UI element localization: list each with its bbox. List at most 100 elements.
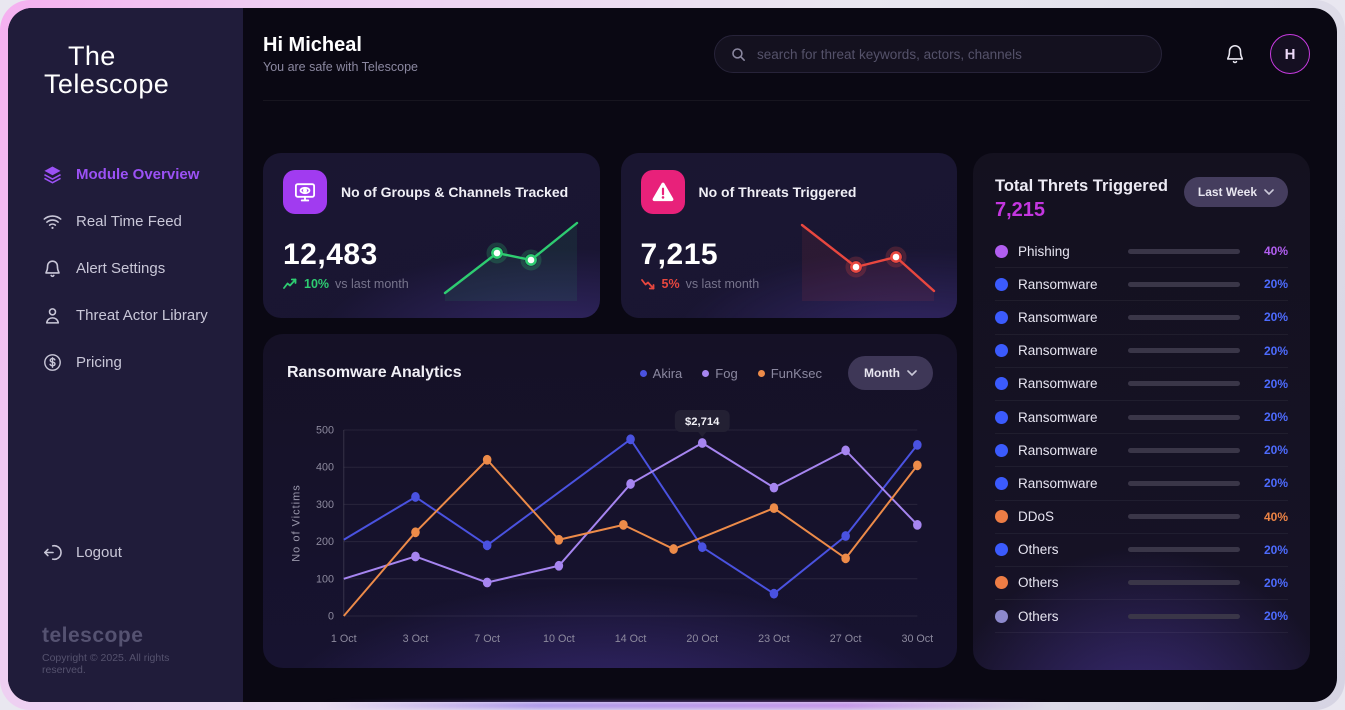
trend-down-icon [640, 279, 654, 290]
sidebar-item-alert-settings[interactable]: Alert Settings [8, 245, 243, 292]
greeting: Hi Micheal [263, 34, 362, 56]
threat-percent: 40% [1263, 244, 1288, 259]
threat-label: Others [1018, 542, 1059, 558]
avatar[interactable]: H [1270, 34, 1310, 74]
logout-button[interactable]: Logout [8, 529, 243, 576]
logo-line2: Telescope [44, 69, 170, 100]
threat-row-ddos[interactable]: DDoS 40% [995, 501, 1288, 534]
threat-row-others[interactable]: Others 20% [995, 534, 1288, 567]
sidebar-item-label: Alert Settings [76, 259, 166, 277]
svg-text:No of Victims: No of Victims [291, 484, 303, 562]
svg-text:14 Oct: 14 Oct [615, 633, 647, 645]
alert-triangle-icon [640, 170, 685, 214]
legend-item-fog[interactable]: Fog [702, 365, 738, 381]
sidebar-item-real-time-feed[interactable]: Real Time Feed [8, 198, 243, 245]
logout-icon [42, 542, 63, 563]
delta-percent: 10% [304, 277, 330, 291]
svg-text:$2,714: $2,714 [685, 416, 720, 428]
sidebar-item-threat-actor-library[interactable]: Threat Actor Library [8, 292, 243, 339]
threat-row-ransomware[interactable]: Ransomware 20% [995, 434, 1288, 468]
threat-row-phishing[interactable]: Phishing 40% [995, 235, 1288, 269]
threat-progress-bar [1128, 580, 1240, 586]
stat-cards-row: No of Groups & Channels Tracked 12,483 1… [263, 153, 957, 318]
chevron-down-icon [907, 370, 917, 376]
footer-brand: telescope [42, 624, 144, 647]
legend-item-funksec[interactable]: FunKsec [757, 365, 823, 381]
threat-progress-bar [1128, 480, 1240, 486]
threat-label: Phishing [1018, 243, 1070, 259]
threat-label: Ransomware [1018, 276, 1098, 292]
svg-text:20 Oct: 20 Oct [686, 633, 718, 645]
notifications-button[interactable] [1224, 43, 1246, 65]
sidebar-item-label: Module Overview [76, 165, 200, 183]
sidebar-item-label: Real Time Feed [76, 212, 182, 230]
legend-label: FunKsec [770, 365, 823, 381]
threat-label: Others [1018, 575, 1059, 591]
timerange-dropdown[interactable]: Last Week [1183, 177, 1288, 207]
chart-legend: Akira Fog FunKsec [639, 365, 823, 381]
stat-card-value: 12,483 [283, 238, 378, 271]
dashboard-content: No of Groups & Channels Tracked 12,483 1… [263, 153, 1310, 670]
svg-text:100: 100 [316, 573, 334, 585]
threat-percent: 20% [1263, 410, 1288, 425]
legend-label: Fog [715, 365, 738, 381]
threat-row-ransomware[interactable]: Ransomware 20% [995, 268, 1288, 302]
threat-dot [995, 576, 1008, 590]
threat-percent: 20% [1263, 376, 1288, 391]
threat-row-others[interactable]: Others 20% [995, 567, 1288, 601]
trend-up-icon [283, 278, 297, 289]
threat-percent: 20% [1263, 443, 1288, 458]
legend-label: Akira [652, 365, 683, 381]
period-dropdown-label: Month [864, 366, 900, 380]
logo-line1: The [68, 41, 116, 71]
threat-row-ransomware[interactable]: Ransomware 20% [995, 335, 1288, 368]
threat-percent: 20% [1263, 476, 1288, 491]
total-threats-panel: Total Threts Triggered 7,215 Last Week P… [973, 153, 1310, 670]
bell-icon [1226, 45, 1244, 64]
period-dropdown[interactable]: Month [848, 356, 933, 390]
threat-row-ransomware[interactable]: Ransomware 20% [995, 368, 1288, 401]
sidebar-item-module-overview[interactable]: Module Overview [8, 151, 243, 198]
panel-total: 7,215 [995, 199, 1046, 221]
threat-list: Phishing 40% Ransomware 20% Ransomware 20% Ran… [995, 235, 1288, 634]
threat-progress-bar [1128, 547, 1240, 553]
stat-card-title: No of Groups & Channels Tracked [341, 184, 569, 200]
threat-percent: 20% [1263, 277, 1288, 292]
threat-label: Ransomware [1018, 442, 1098, 458]
threat-label: DDoS [1018, 509, 1055, 525]
legend-dot [702, 369, 710, 377]
threat-progress-bar [1128, 447, 1240, 453]
threat-percent: 20% [1263, 310, 1288, 325]
user-icon [42, 305, 63, 326]
threat-row-ransomware[interactable]: Ransomware 20% [995, 467, 1288, 501]
search-input[interactable] [757, 46, 1146, 62]
svg-text:7 Oct: 7 Oct [474, 633, 500, 645]
search-bar[interactable] [714, 35, 1162, 73]
threat-percent: 20% [1263, 609, 1288, 624]
top-bar: Hi Micheal You are safe with Telescope H [263, 8, 1310, 101]
threat-dot [995, 609, 1008, 623]
delta-suffix: vs last month [335, 277, 409, 291]
threat-progress-bar [1128, 248, 1240, 254]
monitor-eye-icon [283, 170, 327, 214]
delta-percent: 5% [661, 277, 680, 291]
threat-row-others[interactable]: Others 20% [995, 600, 1288, 634]
stat-card-title: No of Threats Triggered [698, 184, 857, 200]
threat-dot [995, 443, 1008, 457]
threat-row-ransomware[interactable]: Ransomware 20% [995, 301, 1288, 335]
threat-label: Ransomware [1018, 475, 1098, 491]
line-chart[interactable]: 0 100 200 300 400 500 1 Oct 3 Oct 7 Oct 10 Oct 14 … [287, 404, 933, 650]
svg-text:500: 500 [316, 424, 334, 436]
svg-text:200: 200 [316, 536, 334, 548]
threat-progress-bar [1128, 348, 1240, 354]
threat-progress-bar [1128, 381, 1240, 387]
layers-icon [42, 164, 63, 185]
sidebar-nav: Module Overview Real Time Feed Alert Setti… [8, 151, 243, 386]
threat-row-ransomware[interactable]: Ransomware 20% [995, 401, 1288, 435]
stat-card-delta: 10% vs last month [283, 277, 580, 291]
chart-title: Ransomware Analytics [287, 364, 462, 381]
legend-item-akira[interactable]: Akira [639, 365, 683, 381]
sidebar-footer: telescope Copyright © 2025. All rights r… [42, 624, 209, 676]
sidebar-item-pricing[interactable]: Pricing [8, 339, 243, 386]
svg-text:3 Oct: 3 Oct [403, 633, 429, 645]
